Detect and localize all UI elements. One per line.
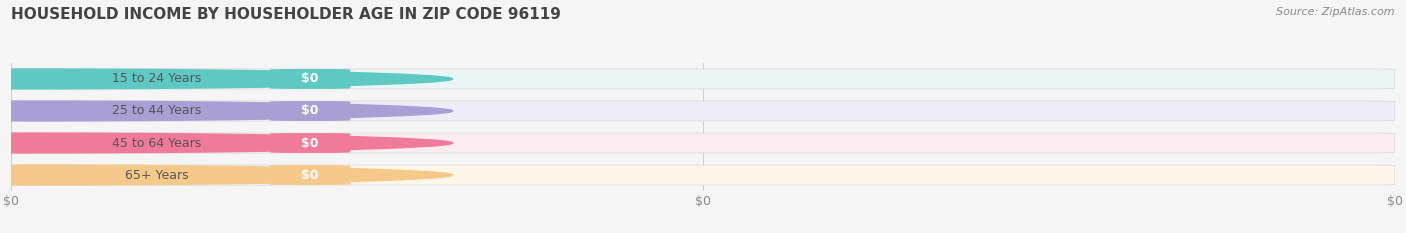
FancyBboxPatch shape xyxy=(11,133,1395,153)
Text: $0: $0 xyxy=(301,137,319,150)
Text: $0: $0 xyxy=(301,168,319,182)
FancyBboxPatch shape xyxy=(270,133,350,153)
Circle shape xyxy=(0,69,453,89)
Text: 25 to 44 Years: 25 to 44 Years xyxy=(112,104,201,117)
Text: Source: ZipAtlas.com: Source: ZipAtlas.com xyxy=(1277,7,1395,17)
Text: 65+ Years: 65+ Years xyxy=(125,168,188,182)
FancyBboxPatch shape xyxy=(11,101,1395,121)
Text: $0: $0 xyxy=(301,104,319,117)
FancyBboxPatch shape xyxy=(270,69,350,89)
FancyBboxPatch shape xyxy=(11,101,281,121)
Text: $0: $0 xyxy=(301,72,319,86)
FancyBboxPatch shape xyxy=(270,101,350,121)
FancyBboxPatch shape xyxy=(11,165,1395,185)
Circle shape xyxy=(0,133,453,153)
FancyBboxPatch shape xyxy=(270,165,350,185)
Text: 15 to 24 Years: 15 to 24 Years xyxy=(112,72,201,86)
Circle shape xyxy=(0,165,453,185)
Text: 45 to 64 Years: 45 to 64 Years xyxy=(112,137,201,150)
Circle shape xyxy=(0,101,453,121)
FancyBboxPatch shape xyxy=(11,69,281,89)
Text: HOUSEHOLD INCOME BY HOUSEHOLDER AGE IN ZIP CODE 96119: HOUSEHOLD INCOME BY HOUSEHOLDER AGE IN Z… xyxy=(11,7,561,22)
FancyBboxPatch shape xyxy=(11,133,281,153)
FancyBboxPatch shape xyxy=(11,165,281,185)
FancyBboxPatch shape xyxy=(11,69,1395,89)
